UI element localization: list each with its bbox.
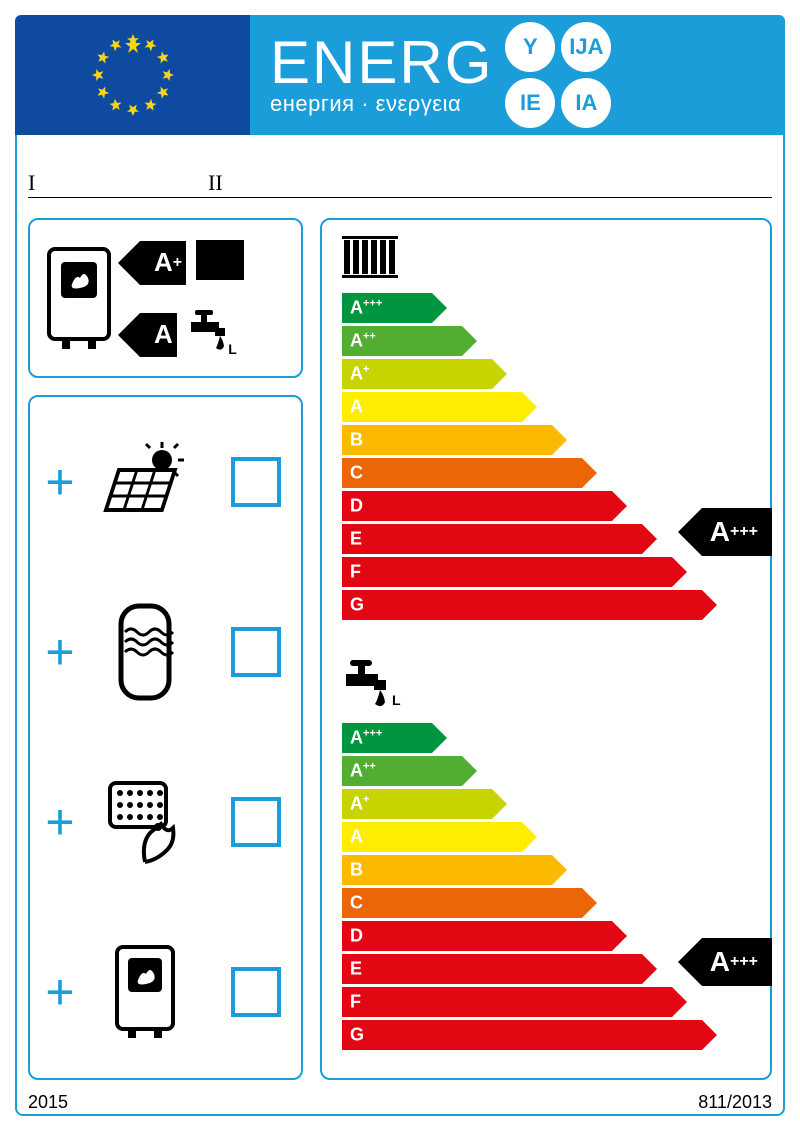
efficiency-class-label: G	[350, 595, 364, 616]
tap-icon: L	[187, 310, 235, 359]
efficiency-class-label: A	[350, 397, 363, 418]
plus-icon: +	[30, 963, 90, 1021]
efficiency-class-bar: B	[342, 855, 750, 885]
label-year: 2015	[28, 1092, 68, 1113]
efficiency-class-bar: A++	[342, 326, 750, 356]
heating-result-arrow: A+++	[702, 508, 772, 556]
suffix-badge: IE	[505, 78, 555, 128]
heating-result-letter: A	[710, 516, 730, 548]
efficiency-class-bar: A+	[342, 359, 750, 389]
component-checkbox[interactable]	[231, 627, 281, 677]
suffix-badge: IA	[561, 78, 611, 128]
eu-stars-icon	[58, 25, 208, 125]
component-checkbox[interactable]	[231, 967, 281, 1017]
radiator-icon	[342, 234, 750, 285]
heating-result-plus: +++	[730, 523, 758, 541]
water-class-bars: A+++A++A+ABCDEFG	[342, 723, 750, 1050]
efficiency-scales-panel: A+++A++A+ABCDEFG A+++ L A+++A++A+ABCDEFG…	[320, 218, 772, 1080]
efficiency-class-label: D	[350, 926, 363, 947]
energ-suffix-badges: Y IJA IE IA	[505, 22, 611, 128]
water-result-letter: A	[710, 946, 730, 978]
plus-icon: +	[30, 793, 90, 851]
efficiency-class-label: A+	[350, 794, 369, 815]
efficiency-class-label: F	[350, 562, 361, 583]
efficiency-class-label: E	[350, 959, 362, 980]
component-row-supplementary-heater: +	[30, 907, 301, 1077]
water-result-plus: +++	[730, 953, 758, 971]
efficiency-class-bar: C	[342, 458, 750, 488]
package-components-panel: + +	[28, 395, 303, 1080]
efficiency-class-bar: G	[342, 590, 750, 620]
component-checkbox[interactable]	[231, 457, 281, 507]
efficiency-class-label: G	[350, 1025, 364, 1046]
space-heating-scale: A+++A++A+ABCDEFG	[342, 234, 750, 620]
efficiency-class-label: B	[350, 860, 363, 881]
base-heating-class-arrow: A+	[140, 241, 186, 285]
efficiency-class-label: B	[350, 430, 363, 451]
efficiency-class-bar: A+	[342, 789, 750, 819]
component-row-control: +	[30, 737, 301, 907]
plus-icon: +	[30, 453, 90, 511]
radiator-icon	[196, 240, 244, 285]
efficiency-class-label: C	[350, 893, 363, 914]
suffix-badge: IJA	[561, 22, 611, 72]
supplementary-heater-icon	[90, 942, 200, 1042]
regulation-number: 811/2013	[698, 1092, 772, 1113]
tap-size-label: L	[392, 692, 401, 708]
header: ENERG енергия · ενεργεια Y IJA IE IA	[15, 15, 785, 135]
energ-title-block: ENERG енергия · ενεργεια Y IJA IE IA	[250, 15, 785, 135]
component-row-storage: +	[30, 567, 301, 737]
efficiency-class-bar: A+++	[342, 723, 750, 753]
water-result-arrow: A+++	[702, 938, 772, 986]
efficiency-class-label: A++	[350, 331, 376, 352]
plus-icon: +	[30, 623, 90, 681]
hot-water-storage-icon	[90, 602, 200, 702]
efficiency-class-bar: F	[342, 987, 750, 1017]
component-checkbox[interactable]	[231, 797, 281, 847]
water-heating-scale: L A+++A++A+ABCDEFG	[342, 660, 750, 1050]
efficiency-class-bar: A++	[342, 756, 750, 786]
base-water-class-letter: A	[154, 319, 173, 350]
heating-class-bars: A+++A++A+ABCDEFG	[342, 293, 750, 620]
base-heating-class-letter: A	[154, 247, 173, 278]
efficiency-class-label: A+++	[350, 298, 382, 319]
base-water-class-arrow: A	[140, 313, 177, 357]
efficiency-class-bar: A	[342, 822, 750, 852]
efficiency-class-label: D	[350, 496, 363, 517]
efficiency-class-bar: A+++	[342, 293, 750, 323]
supplier-placeholder: I	[28, 170, 35, 196]
base-water-class-row: A L	[140, 310, 235, 359]
boiler-icon	[44, 244, 114, 359]
tap-icon: L	[342, 660, 750, 715]
solar-collector-icon	[90, 442, 200, 522]
efficiency-class-bar: C	[342, 888, 750, 918]
efficiency-class-label: A	[350, 827, 363, 848]
base-heating-class-row: A+	[140, 240, 244, 285]
model-placeholder: II	[208, 170, 223, 196]
component-row-solar: +	[30, 397, 301, 567]
temperature-control-icon	[90, 777, 200, 867]
suffix-badge: Y	[505, 22, 555, 72]
efficiency-class-label: A++	[350, 761, 376, 782]
tap-size-label: L	[228, 341, 237, 357]
efficiency-class-label: A+++	[350, 728, 382, 749]
base-unit-panel: A+ A	[28, 218, 303, 378]
efficiency-class-label: C	[350, 463, 363, 484]
efficiency-class-bar: G	[342, 1020, 750, 1050]
efficiency-class-bar: A	[342, 392, 750, 422]
efficiency-class-label: F	[350, 992, 361, 1013]
eu-flag	[15, 15, 250, 135]
supplier-model-row: I II	[28, 170, 772, 198]
efficiency-class-label: A+	[350, 364, 369, 385]
base-heating-class-plus: +	[173, 254, 182, 272]
energ-subtitle: енергия · ενεργεια	[270, 91, 493, 117]
efficiency-class-bar: B	[342, 425, 750, 455]
energ-title: ENERG	[270, 33, 493, 93]
efficiency-class-bar: F	[342, 557, 750, 587]
efficiency-class-label: E	[350, 529, 362, 550]
